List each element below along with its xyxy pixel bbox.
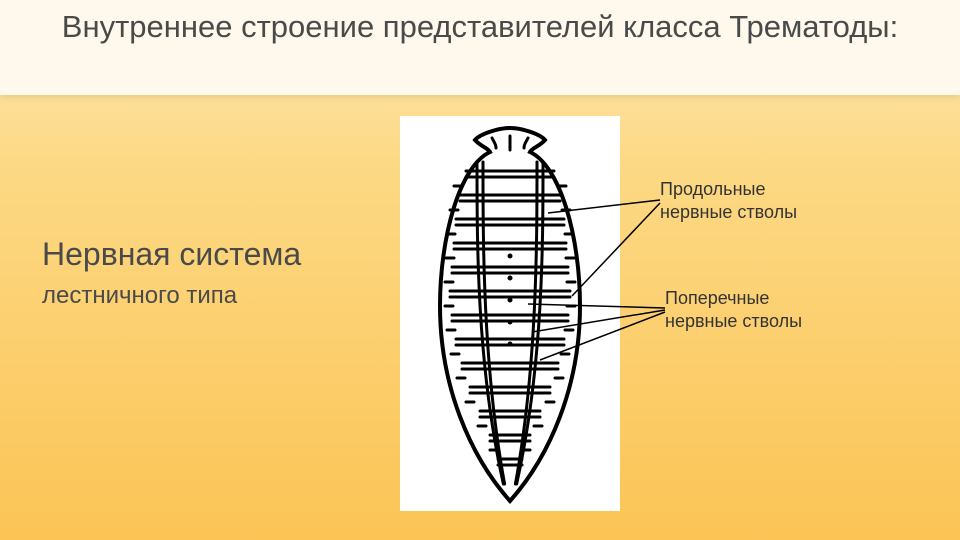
subtitle-main: Нервная система (42, 236, 301, 273)
subtitle-sub: лестничного типа (42, 282, 237, 310)
label-transverse-commissures: Поперечные нервные стволы (665, 287, 802, 332)
label-longitudinal-trunks: Продольные нервные стволы (660, 178, 797, 223)
slide: Внутреннее строение представителей класс… (0, 0, 960, 540)
organism-figure (400, 116, 620, 511)
slide-title: Внутреннее строение представителей класс… (60, 8, 900, 45)
